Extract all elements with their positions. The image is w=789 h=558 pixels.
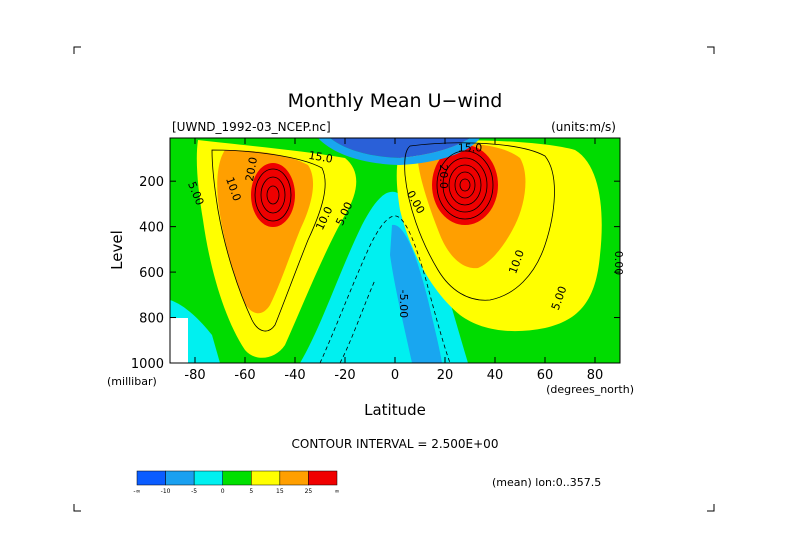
colorbar-tick-label: -∞ [133,488,140,495]
colorbar-tick-label: 25 [305,488,313,495]
y-tick-label: 1000 [131,357,164,372]
contour-lines [211,142,555,332]
colorbar-swatch [193,470,223,486]
x-units-label: (degrees_north) [546,383,634,396]
x-tick-label: -20 [334,368,355,383]
colorbar-tick-label: ∞ [335,488,340,495]
contour-label: -5.00 [397,290,410,318]
axis-ticks [170,138,620,364]
contour-label: 0.00 [612,251,625,276]
colorbar-swatch [165,470,195,486]
colorbar-swatch [279,470,309,486]
colorbar-tick-label: -10 [161,488,171,495]
x-tick-label: -80 [184,368,205,383]
x-tick-label: 40 [487,368,504,383]
y-tick-label: 400 [139,221,164,236]
y-units-label: (millibar) [107,375,157,388]
chart-title: Monthly Mean U−wind [288,90,503,112]
colorbar-swatch [308,470,338,486]
colorbar-tick-label: -5 [191,488,197,495]
colorbar-tick-label: 5 [249,488,253,495]
x-tick-label: -40 [284,368,305,383]
contour-label: 15.0 [307,149,333,166]
corner-marks [73,46,715,512]
field-jet-sh [251,163,295,227]
contour-label: 20.0 [243,156,260,182]
field-neg-top [318,138,480,165]
colorbar-swatch [222,470,252,486]
x-axis-label: Latitude [364,401,426,419]
x-tick-label: 0 [391,368,399,383]
y-tick-label: 800 [139,312,164,327]
field-neg [390,224,442,363]
colorbar [136,470,338,486]
contour-lines-dashed [319,215,451,363]
contour-interval-label: CONTOUR INTERVAL = 2.500E+00 [292,437,499,451]
colorbar-swatch [136,470,166,486]
contour-label: 20.0 [437,164,450,189]
x-tick-label: 60 [537,368,554,383]
dataset-label: [UWND_1992-03_NCEP.nc] [172,120,331,134]
x-tick-label: 80 [587,368,604,383]
field-blank [170,318,188,363]
colorbar-tick-label: 0 [221,488,225,495]
field-jet-nh [432,145,498,225]
x-tick-label: 20 [437,368,454,383]
footer-label: (mean) lon:0..357.5 [492,476,601,489]
contour-label: 15.0 [458,142,483,155]
plot-area [170,138,620,363]
field-deep-neg [330,138,470,158]
x-tick-label: -60 [234,368,255,383]
colorbar-tick-labels: -∞ -10 -5 0 5 15 25 ∞ [133,488,339,495]
y-tick-label: 600 [139,266,164,281]
colorbar-tick-label: 15 [276,488,284,495]
units-label: (units:m/s) [551,120,616,134]
y-axis-label: Level [108,230,126,270]
colorbar-swatch [251,470,281,486]
y-tick-label: 200 [139,175,164,190]
axis-tick-labels: -80 -60 -40 -20 0 20 40 60 80 200 400 600 800 1000 [131,175,603,383]
